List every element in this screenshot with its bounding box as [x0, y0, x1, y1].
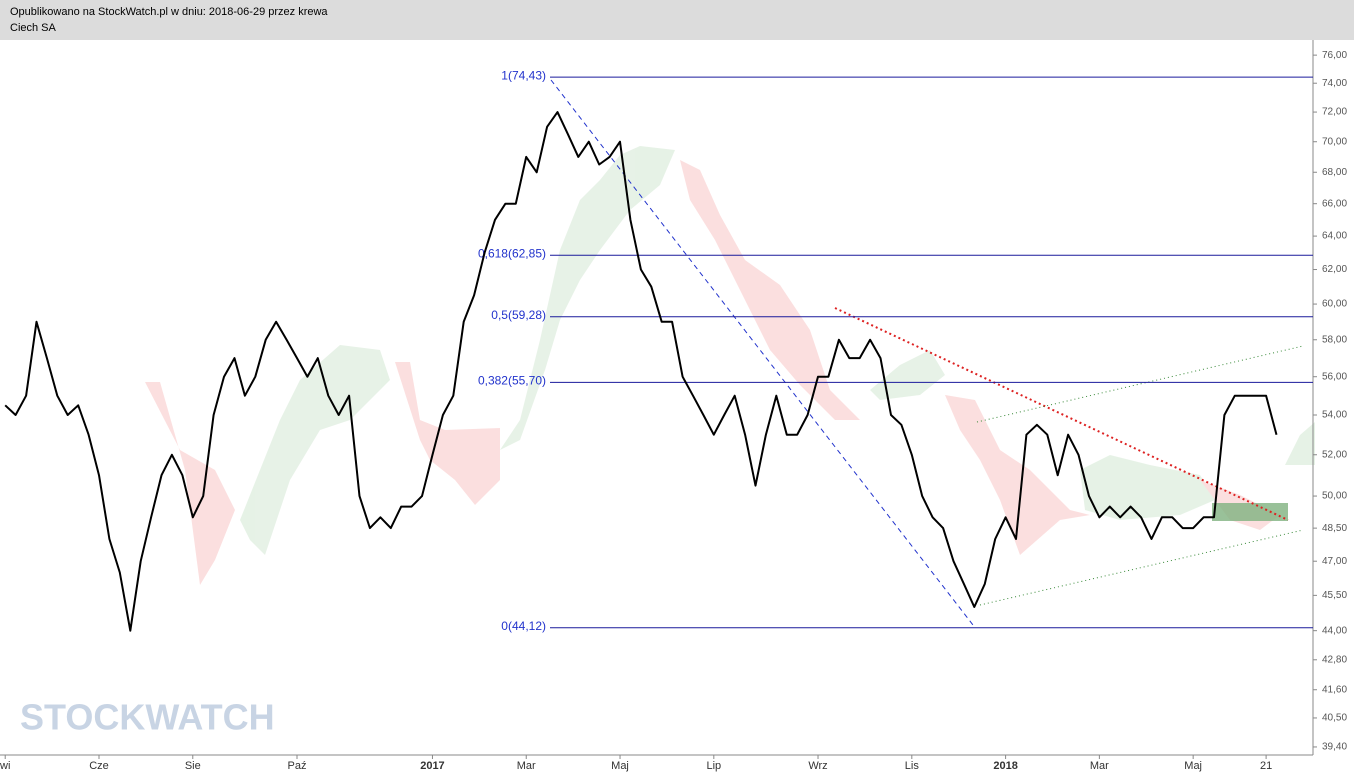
cloud-bullish	[870, 350, 945, 400]
y-tick-label: 42,80	[1322, 654, 1347, 665]
x-tick-label: Mar	[1090, 760, 1109, 772]
y-tick-label: 58,00	[1322, 334, 1347, 345]
x-tick-label: 2017	[420, 760, 444, 772]
x-tick-label: Lip	[706, 760, 721, 772]
channel-line	[976, 345, 1304, 423]
cloud-bullish	[240, 345, 390, 555]
fib-label: 0(44,12)	[501, 619, 546, 633]
x-tick-label: Mar	[517, 760, 536, 772]
y-tick-label: 60,00	[1322, 299, 1347, 310]
y-tick-label: 56,00	[1322, 371, 1347, 382]
cloud-bullish	[1080, 455, 1215, 520]
y-tick-label: 54,00	[1322, 410, 1347, 421]
header-instrument: Ciech SA	[10, 22, 57, 34]
x-tick-label: Maj	[1184, 760, 1202, 772]
watermark: STOCKWATCH	[20, 697, 275, 738]
y-tick-label: 62,00	[1322, 264, 1347, 275]
fib-label: 0,5(59,28)	[491, 308, 546, 322]
x-tick-label: Paź	[288, 760, 307, 772]
cloud-bearish	[145, 382, 235, 585]
y-tick-label: 74,00	[1322, 78, 1347, 89]
cloud-bearish	[680, 160, 860, 420]
y-tick-label: 41,60	[1322, 684, 1347, 695]
x-tick-label: Wrz	[808, 760, 827, 772]
y-tick-label: 40,50	[1322, 713, 1347, 724]
x-tick-label: 2018	[993, 760, 1017, 772]
cloud-bearish	[395, 362, 500, 505]
cloud	[145, 146, 1315, 585]
header-published: Opublikowano na StockWatch.pl w dniu: 20…	[10, 6, 328, 18]
y-tick-label: 66,00	[1322, 198, 1347, 209]
fib-label: 1(74,43)	[501, 68, 546, 82]
price-line	[4, 111, 1278, 632]
fib-label: 0,382(55,70)	[478, 374, 546, 388]
fib-label: 0,618(62,85)	[478, 246, 546, 260]
x-tick-label: Maj	[611, 760, 629, 772]
y-tick-label: 47,00	[1322, 556, 1347, 567]
trend-line	[550, 79, 974, 626]
cloud-bullish	[1285, 422, 1315, 465]
trend-line	[834, 307, 1289, 521]
x-tick-label: Sie	[185, 760, 201, 772]
x-tick-label: Lis	[905, 760, 920, 772]
y-tick-label: 52,00	[1322, 449, 1347, 460]
channel-line	[979, 529, 1304, 606]
cloud-bearish	[945, 395, 1090, 555]
y-tick-label: 64,00	[1322, 231, 1347, 242]
y-tick-label: 68,00	[1322, 167, 1347, 178]
x-tick-label: Cze	[89, 760, 109, 772]
y-tick-label: 72,00	[1322, 107, 1347, 118]
highlight-box	[1212, 503, 1288, 521]
y-tick-label: 50,00	[1322, 491, 1347, 502]
y-tick-label: 45,50	[1322, 590, 1347, 601]
cloud-bullish	[500, 146, 675, 450]
y-tick-label: 48,50	[1322, 523, 1347, 534]
y-tick-label: 39,40	[1322, 742, 1347, 753]
y-tick-label: 76,00	[1322, 50, 1347, 61]
header-bar	[0, 0, 1354, 40]
x-tick-label: wi	[0, 760, 10, 772]
x-tick-label: 21	[1260, 760, 1272, 772]
y-tick-label: 44,00	[1322, 625, 1347, 636]
y-tick-label: 70,00	[1322, 136, 1347, 147]
